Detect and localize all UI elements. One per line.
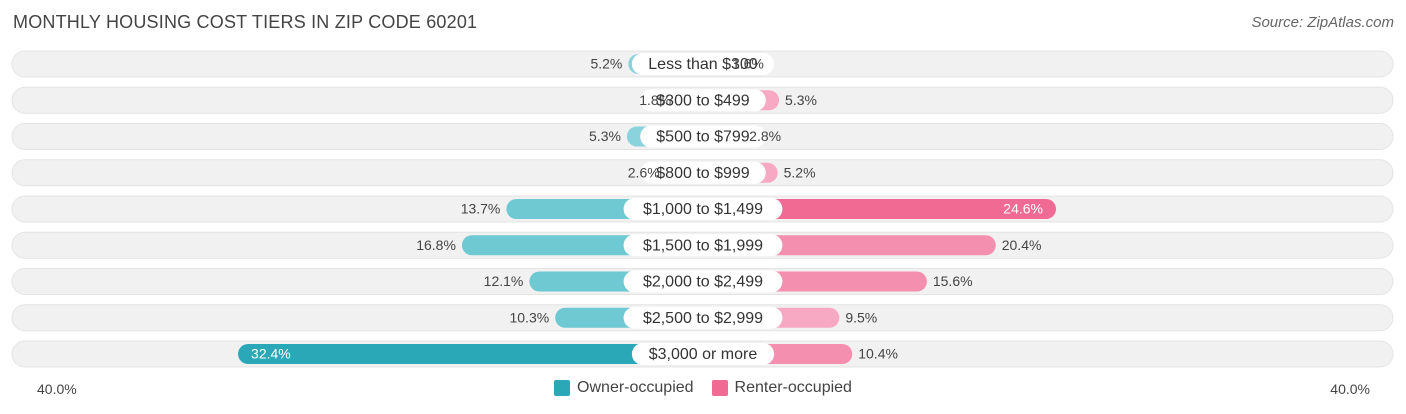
legend-swatch-renter	[711, 380, 728, 396]
renter-value-label: 1.6%	[732, 56, 764, 72]
chart-title: MONTHLY HOUSING COST TIERS IN ZIP CODE 6…	[13, 12, 478, 32]
category-label: $300 to $499	[656, 92, 750, 109]
category-label: $500 to $799	[656, 129, 750, 146]
renter-value-label: 5.3%	[785, 92, 817, 108]
owner-value-label: 10.3%	[509, 309, 549, 325]
category-pill	[623, 306, 783, 329]
renter-value-label: 5.2%	[784, 164, 816, 180]
renter-value-label: 20.4%	[1002, 237, 1042, 253]
legend-swatch-owner	[554, 380, 571, 396]
renter-value-label: 15.6%	[933, 273, 973, 289]
category-pill	[640, 125, 766, 148]
owner-value-label: 16.8%	[416, 237, 456, 253]
owner-bar	[238, 344, 703, 364]
owner-value-label: 2.6%	[628, 164, 660, 180]
owner-value-label: 5.3%	[589, 128, 621, 144]
category-label: $800 to $999	[656, 165, 750, 182]
owner-value-label: 13.7%	[461, 201, 501, 217]
renter-value-label: 9.5%	[845, 309, 877, 325]
renter-value-label: 10.4%	[858, 346, 898, 362]
category-pill	[623, 270, 783, 293]
category-pill	[640, 89, 766, 112]
renter-value-label: 24.6%	[1003, 201, 1043, 217]
category-pill	[631, 53, 775, 75]
owner-value-label: 12.1%	[484, 273, 524, 289]
category-pill	[631, 343, 775, 365]
legend-item-renter[interactable]: Renter-occupied	[711, 379, 852, 397]
owner-value-label: 1.8%	[639, 92, 671, 108]
owner-value-label: 5.2%	[590, 56, 622, 72]
legend-label-owner: Owner-occupied	[577, 379, 694, 396]
renter-bar	[703, 199, 1057, 219]
source-label: Source: ZipAtlas.com	[1251, 14, 1394, 31]
category-pill	[623, 198, 783, 220]
legend-label-renter: Renter-occupied	[734, 379, 852, 396]
category-label: $2,000 to $2,499	[643, 274, 763, 291]
category-label: Less than $300	[648, 56, 758, 73]
axis-right-label: 40.0%	[1330, 381, 1370, 397]
owner-value-label: 32.4%	[251, 346, 291, 362]
category-pill	[623, 234, 783, 257]
category-label: $3,000 or more	[649, 346, 758, 363]
category-pill	[640, 161, 766, 184]
renter-value-label: 2.8%	[749, 128, 781, 144]
category-label: $1,000 to $1,499	[643, 201, 763, 218]
category-label: $1,500 to $1,999	[643, 237, 763, 254]
category-label: $2,500 to $2,999	[643, 310, 763, 327]
legend: Owner-occupied Renter-occupied	[0, 379, 1406, 397]
legend-item-owner[interactable]: Owner-occupied	[554, 379, 694, 397]
axis-left-label: 40.0%	[37, 381, 77, 397]
